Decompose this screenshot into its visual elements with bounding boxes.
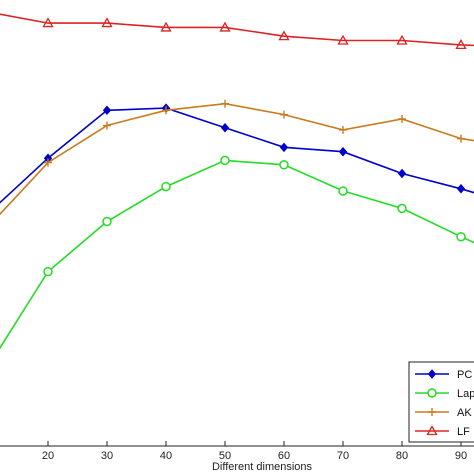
data-point-laprls-70 [338,186,348,196]
data-point-laprls-50 [220,155,230,166]
legend-marker-laprls [427,388,437,398]
series-laprls [0,155,474,350]
legend: PC Lap AK LF [408,361,474,443]
legend-marker-pca [427,369,437,379]
series-line-lfda [0,13,474,47]
legend-item-akpca: AK [415,407,472,419]
legend-label-lfda: LF [457,426,470,438]
data-point-laprls-40 [161,181,171,192]
x-tick-layer: 20 30 40 50 60 70 80 90 [42,441,467,462]
data-point-pca-30 [102,105,112,116]
data-point-lfda-60 [278,30,290,41]
data-point-laprls-80 [397,203,407,214]
data-point-pca-80 [397,168,407,179]
data-point-lfda-50 [219,21,231,32]
data-point-akpca-20 [44,158,52,167]
legend-label-laprls: Lap [457,388,474,400]
data-point-akpca-40 [162,106,170,115]
data-point-pca-90 [456,184,466,194]
data-point-lfda-30 [101,17,113,28]
series-pca [0,103,474,204]
legend-marker-akpca [428,408,436,416]
data-point-laprls-20 [43,266,53,277]
x-tick-label-50: 50 [219,450,231,462]
data-point-laprls-90 [456,231,466,242]
series-line-laprls [0,159,474,350]
data-point-laprls-60 [279,160,289,170]
x-tick-label-40: 40 [160,450,172,462]
x-tick-label-20: 20 [42,450,54,462]
data-point-lfda-20 [42,17,54,28]
series-akpca [0,99,474,216]
series-line-pca [0,107,474,204]
x-tick-label-90: 90 [455,450,467,462]
series-lfda [0,13,474,50]
legend-item-lfda: LF [415,425,470,438]
data-point-pca-60 [279,142,289,153]
data-point-akpca-70 [339,125,347,134]
data-point-pca-50 [220,122,230,133]
data-point-akpca-50 [221,99,229,108]
x-tick-label-60: 60 [278,450,290,462]
data-point-lfda-40 [160,21,172,32]
legend-item-laprls: Lap [415,388,474,400]
x-tick-label-70: 70 [337,450,349,462]
data-point-lfda-80 [396,34,408,45]
x-tick-label-80: 80 [396,450,408,462]
data-point-laprls-30 [102,216,112,227]
legend-marker-lfda [426,425,438,436]
legend-box [408,361,474,443]
legend-label-akpca: AK [457,407,472,419]
series-layer [0,13,474,350]
x-tick-label-30: 30 [101,450,113,462]
data-point-lfda-90 [455,39,467,50]
data-point-akpca-80 [398,115,406,123]
series-line-akpca [0,102,474,216]
data-point-akpca-30 [103,121,111,130]
data-point-akpca-90 [457,134,465,143]
data-point-akpca-60 [280,110,288,119]
legend-label-pca: PC [457,369,472,381]
data-point-pca-70 [338,146,348,157]
data-point-lfda-70 [337,34,349,45]
x-axis-label: Different dimensions [212,461,313,473]
legend-item-pca: PC [415,369,472,381]
